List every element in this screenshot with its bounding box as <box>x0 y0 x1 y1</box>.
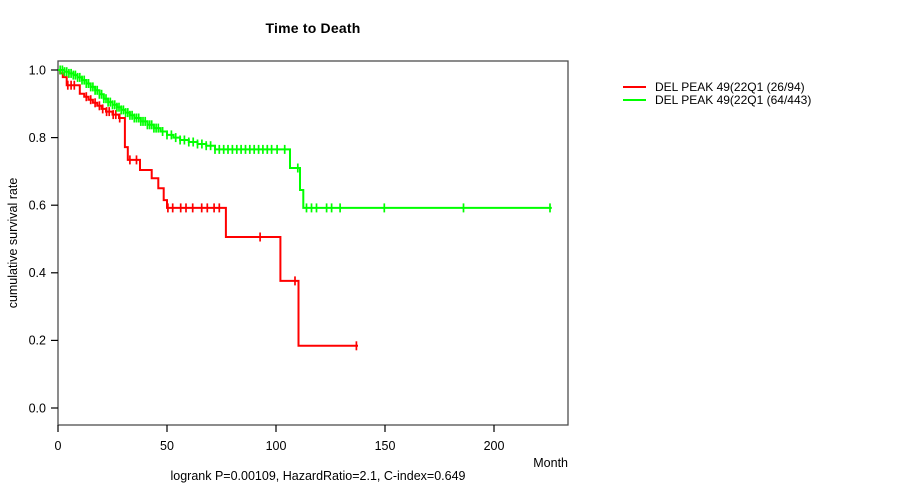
y-axis-tick-label: 0.6 <box>29 199 46 213</box>
y-axis-tick-label: 0.8 <box>29 131 46 145</box>
y-axis-tick-label: 0.2 <box>29 334 46 348</box>
x-axis-tick-label: 50 <box>160 439 174 453</box>
legend-label: DEL PEAK 49(22Q1 (26/94) <box>655 79 805 94</box>
legend-line-swatch-green <box>623 98 646 101</box>
plot-box <box>57 60 569 426</box>
legend: DEL PEAK 49(22Q1 (26/94) DEL PEAK 49(22Q… <box>623 79 812 107</box>
x-axis-tick-label: 200 <box>484 439 505 453</box>
x-axis-tick-label: 150 <box>375 439 396 453</box>
x-axis-title: Month <box>533 456 568 470</box>
chart-title: Time to Death <box>265 20 361 36</box>
x-axis-tick-label: 0 <box>55 439 62 453</box>
y-axis-tick-label: 0.0 <box>29 401 46 415</box>
legend-item-red: DEL PEAK 49(22Q1 (26/94) <box>623 79 811 94</box>
y-axis-title: cumulative survival rate <box>6 177 20 309</box>
y-axis-tick-label: 0.4 <box>29 266 46 280</box>
legend-line-swatch-red <box>623 85 646 88</box>
statistics-annotation: logrank P=0.00109, HazardRatio=2.1, C-in… <box>170 469 466 483</box>
legend-item-green: DEL PEAK 49(22Q1 (64/443) <box>623 92 812 107</box>
survival-curve-green <box>58 69 552 209</box>
x-axis-tick-label: 100 <box>266 439 287 453</box>
legend-label: DEL PEAK 49(22Q1 (64/443) <box>655 92 812 107</box>
y-axis-tick-label: 1.0 <box>29 63 46 77</box>
